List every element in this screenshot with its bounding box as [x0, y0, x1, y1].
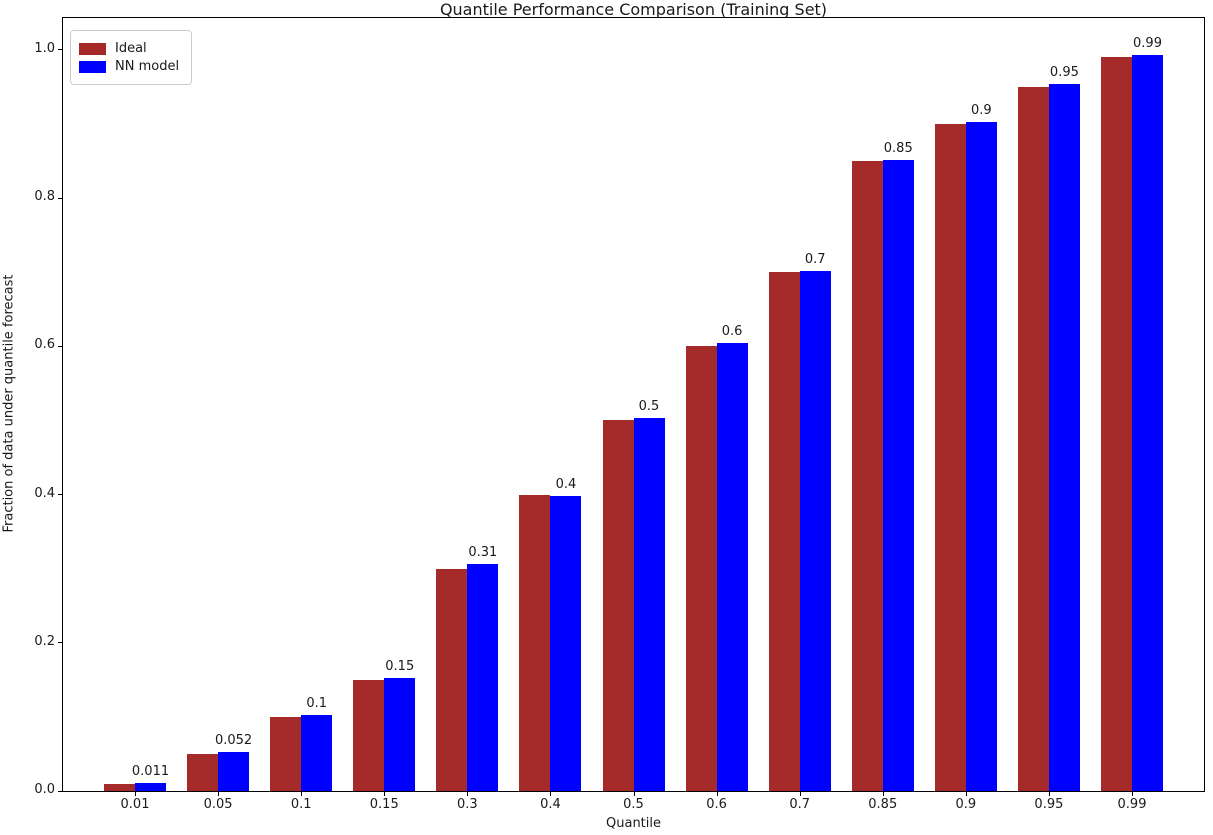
bar-value-label: 0.9 — [970, 102, 992, 118]
nn-model-bar — [1132, 55, 1163, 791]
ideal-bar — [436, 568, 468, 791]
x-tick-mark — [965, 792, 967, 796]
x-tick-mark — [882, 792, 884, 796]
x-tick-label: 0.4 — [540, 797, 561, 812]
legend-label: Ideal — [115, 41, 147, 56]
x-tick-label: 0.95 — [1034, 797, 1064, 812]
x-tick-mark — [1048, 792, 1050, 796]
legend-label: NN model — [115, 59, 180, 74]
bar-value-label: 0.15 — [385, 659, 415, 675]
bar-value-label: 0.011 — [131, 763, 170, 779]
x-tick-label: 0.99 — [1117, 797, 1147, 812]
y-tick-mark — [58, 197, 62, 199]
nn-model-bar — [799, 271, 831, 791]
legend-item: Ideal — [79, 41, 179, 56]
ideal-bar — [768, 272, 800, 791]
nn-model-bar — [301, 715, 333, 791]
legend-item: NN model — [79, 59, 179, 74]
nn-model-bar — [716, 343, 748, 791]
ideal-bar — [602, 420, 634, 791]
ideal-bar — [1017, 86, 1049, 791]
bar-value-label: 0.95 — [1049, 64, 1079, 80]
nn-model-bar — [882, 160, 914, 791]
ideal-bar — [519, 494, 551, 791]
nn-model-bar — [633, 418, 665, 791]
x-tick-mark — [384, 792, 386, 796]
x-tick-label: 0.1 — [290, 797, 312, 812]
plot-area: Ideal NN model 0.0 0.2 0.4 0.6 0.8 1.0 0.011 0.0… — [34, 17, 1205, 812]
x-tick-label: 0.3 — [456, 797, 478, 812]
bar-value-label: 0.31 — [468, 545, 498, 561]
x-tick-mark — [467, 792, 469, 796]
x-tick-mark — [716, 792, 718, 796]
legend-swatch — [79, 42, 106, 55]
x-tick-mark — [1132, 792, 1133, 796]
y-tick-mark — [58, 494, 62, 496]
bar-value-label: 0.5 — [638, 399, 660, 415]
x-tick-mark — [301, 792, 303, 796]
y-tick-mark — [58, 345, 62, 347]
x-tick-mark — [799, 792, 801, 796]
x-tick-label: 0.9 — [955, 797, 977, 812]
y-tick-label: 1.0 — [34, 40, 55, 56]
bar-value-label: 0.6 — [721, 324, 743, 340]
nn-model-bar — [135, 782, 166, 791]
x-tick-label: 0.15 — [369, 797, 399, 812]
legend: Ideal NN model — [70, 30, 193, 85]
nn-model-bar — [218, 752, 250, 791]
legend-swatch — [79, 60, 106, 73]
nn-model-bar — [384, 678, 416, 791]
x-tick-label: 0.5 — [623, 797, 644, 812]
chart-title: Quantile Performance Comparison (Trainin… — [439, 0, 828, 19]
nn-model-bar — [965, 121, 997, 791]
ideal-bar — [187, 753, 219, 791]
x-tick-mark — [633, 792, 635, 796]
x-tick-mark — [550, 792, 552, 796]
ideal-bar — [685, 346, 717, 791]
x-tick-label: 0.6 — [706, 797, 727, 812]
y-axis-label: Fraction of data under quantile forecast — [1, 274, 17, 533]
ideal-bar — [353, 679, 385, 791]
ideal-bar — [934, 123, 966, 791]
nn-model-bar — [550, 496, 582, 791]
ideal-bar — [270, 716, 302, 791]
y-tick-label: 0.6 — [34, 337, 55, 353]
y-tick-mark — [58, 49, 62, 51]
bar-value-label: 0.99 — [1133, 36, 1162, 52]
y-tick-mark — [58, 790, 62, 792]
y-tick-mark — [58, 642, 62, 644]
x-tick-label: 0.01 — [120, 797, 150, 812]
bar-value-label: 0.7 — [804, 252, 826, 268]
nn-model-bar — [467, 564, 499, 791]
x-tick-mark — [135, 792, 136, 796]
x-tick-label: 0.7 — [789, 797, 810, 812]
bar-value-label: 0.1 — [306, 696, 327, 712]
y-tick-label: 0.0 — [34, 782, 55, 797]
ideal-bar — [851, 161, 883, 791]
y-tick-label: 0.8 — [34, 189, 55, 205]
y-tick-label: 0.4 — [34, 485, 55, 501]
bar-value-label: 0.052 — [214, 733, 253, 749]
x-tick-label: 0.05 — [203, 797, 233, 812]
ideal-bar — [104, 783, 135, 791]
ideal-bar — [1101, 57, 1132, 791]
x-tick-label: 0.85 — [868, 797, 898, 812]
x-axis-label: Quantile — [606, 816, 661, 831]
bar-value-label: 0.4 — [555, 477, 577, 493]
x-tick-mark — [218, 792, 220, 796]
y-tick-label: 0.2 — [34, 633, 55, 649]
nn-model-bar — [1048, 83, 1080, 791]
bar-value-label: 0.85 — [883, 141, 913, 157]
